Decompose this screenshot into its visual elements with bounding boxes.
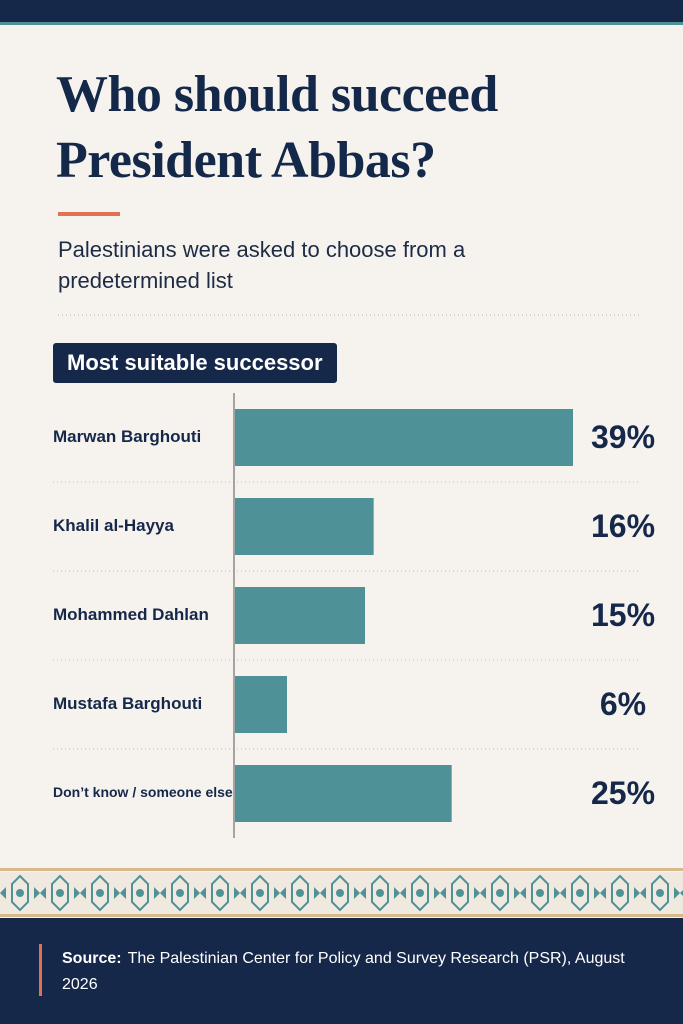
source-label: Source: [62, 950, 122, 967]
title: Who should succeed President Abbas? [56, 66, 498, 189]
value-label: 6% [600, 686, 646, 722]
source: Source: The Palestinian Center for Policy… [62, 946, 632, 998]
category-label: Mustafa Barghouti [53, 694, 202, 713]
ornament-rule [0, 868, 683, 871]
bar [235, 765, 452, 822]
category-label: Don’t know / someone else [53, 784, 233, 800]
top-band [0, 0, 683, 22]
footer-accent [39, 944, 42, 996]
bar [235, 676, 287, 733]
value-label: 15% [591, 597, 655, 633]
bar [235, 587, 365, 644]
value-label: 16% [591, 508, 655, 544]
section-label: Most suitable successor [53, 343, 337, 383]
value-label: 39% [591, 419, 655, 455]
bar [235, 498, 374, 555]
source-text: The Palestinian Center for Policy and Su… [62, 950, 625, 993]
plot: Marwan Barghouti 39% Khalil al-Hayya 16% Moh… [53, 393, 655, 838]
value-label: 25% [591, 775, 655, 811]
ornament-band [0, 872, 683, 914]
footer-band [0, 918, 683, 1024]
category-label: Khalil al-Hayya [53, 516, 174, 535]
category-label: Mohammed Dahlan [53, 605, 209, 624]
top-rule [0, 22, 683, 25]
accent-line [58, 212, 120, 216]
ornament-rule [0, 914, 683, 917]
bar [235, 409, 573, 466]
category-label: Marwan Barghouti [53, 427, 201, 446]
subtitle: Palestinians were asked to choose from a… [58, 237, 466, 293]
